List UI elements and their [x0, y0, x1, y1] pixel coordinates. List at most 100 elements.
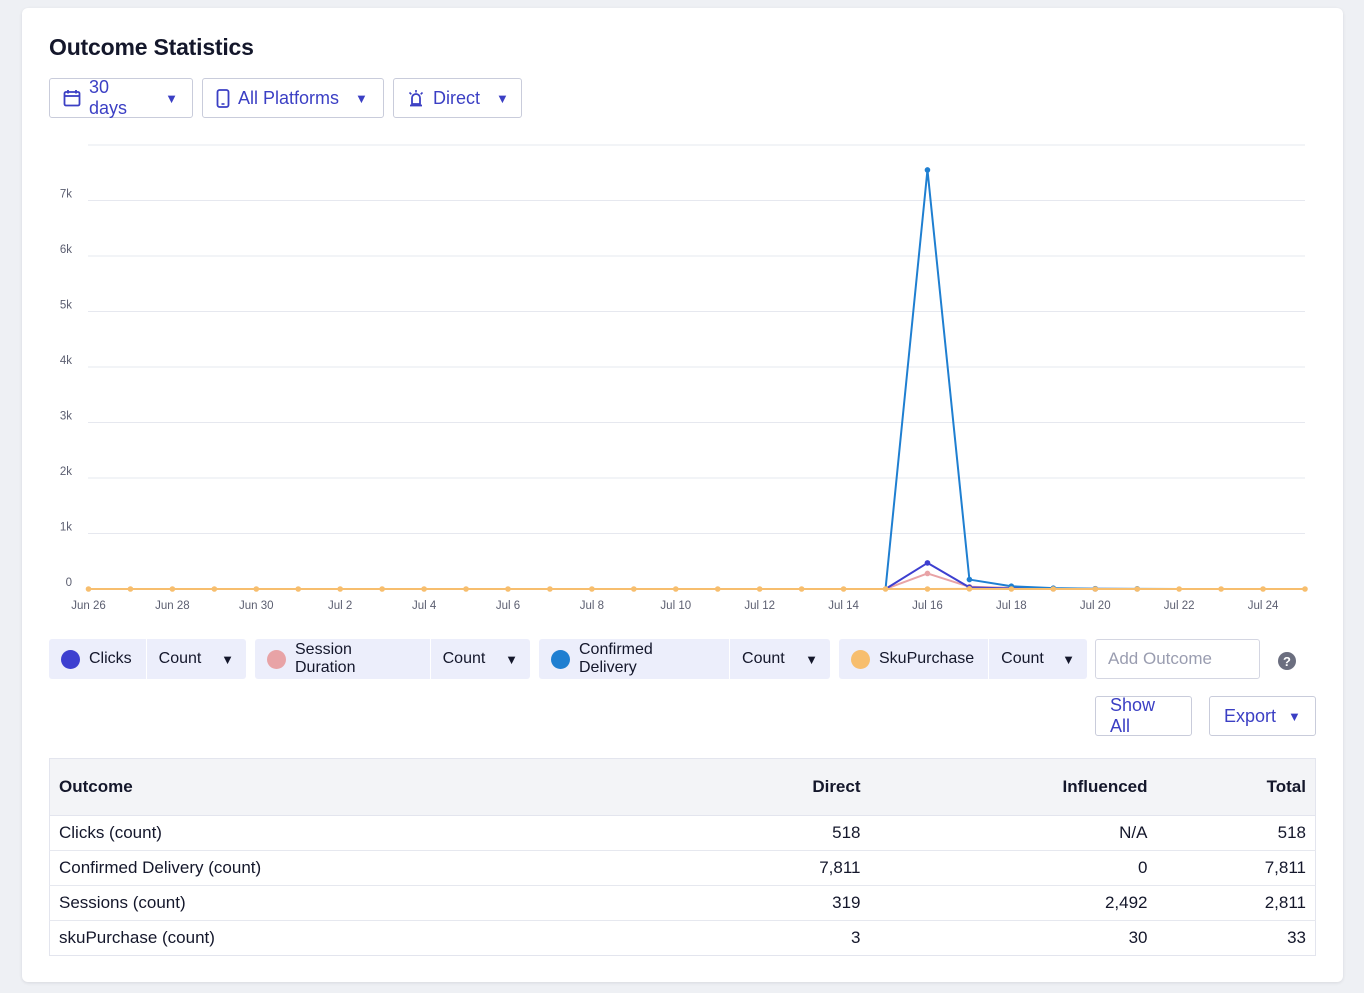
series-line — [88, 572, 1305, 590]
data-point — [966, 576, 973, 583]
cell-outcome: skuPurchase (count) — [59, 928, 215, 947]
x-tick-label: Jul 8 — [580, 600, 604, 612]
cell-direct: 7,811 — [609, 850, 870, 886]
column-header-outcome[interactable]: Outcome — [49, 758, 610, 816]
aggregation-label: Count — [442, 650, 486, 667]
caret-down-icon: ▼ — [496, 90, 509, 106]
data-point — [379, 586, 385, 592]
table-row: skuPurchase (count) 3 30 33 — [50, 921, 1316, 956]
x-tick-label: Jul 16 — [912, 600, 943, 612]
calendar-icon — [63, 90, 81, 107]
x-tick-label: Jul 14 — [828, 600, 859, 612]
aggregation-dropdown[interactable]: Count ▼ — [145, 639, 246, 679]
series-color-dot — [551, 649, 570, 669]
data-point — [1050, 586, 1057, 592]
legend-label: Clicks — [89, 650, 132, 667]
aggregation-dropdown[interactable]: Count ▼ — [429, 639, 530, 679]
cell-total: 33 — [1287, 928, 1306, 947]
x-tick-label: Jul 22 — [1164, 600, 1195, 612]
cell-total: 7,811 — [1156, 850, 1316, 886]
caret-down-icon: ▼ — [1288, 708, 1301, 724]
table-row: Confirmed Delivery (count) 7,811 0 7,811 — [49, 850, 1316, 886]
export-label: Export — [1224, 705, 1277, 726]
outcomes-table: Outcome Direct Influenced Total Clicks (… — [49, 758, 1316, 956]
caret-down-icon: ▼ — [165, 90, 178, 106]
help-icon[interactable]: ? — [1278, 652, 1296, 670]
period-label: 30 days — [89, 77, 128, 118]
add-outcome-input[interactable] — [1095, 639, 1260, 679]
x-tick-label: Jul 2 — [328, 600, 352, 612]
data-point — [1302, 586, 1308, 592]
data-point — [1008, 586, 1015, 592]
alert-beacon-icon — [408, 90, 424, 107]
legend-label: SkuPurchase — [879, 650, 975, 667]
aggregation-dropdown[interactable]: Count ▼ — [729, 639, 830, 679]
y-tick-label: 0 — [66, 577, 72, 589]
cell-outcome: Sessions (count) — [49, 885, 610, 921]
data-point — [85, 586, 92, 592]
platform-dropdown[interactable]: All Platforms ▼ — [202, 78, 384, 118]
aggregation-dropdown[interactable]: Count ▼ — [988, 639, 1087, 679]
data-point — [127, 586, 134, 592]
legend-label: Confirmed Delivery — [579, 641, 653, 676]
legend-item-confirmed-delivery[interactable]: Confirmed Delivery Count ▼ — [539, 639, 830, 679]
export-dropdown-button[interactable]: Export ▼ — [1209, 696, 1316, 736]
platform-label: All Platforms — [238, 87, 340, 108]
data-point — [547, 586, 553, 592]
column-header-influenced[interactable]: Influenced — [869, 758, 1157, 816]
y-tick-label: 4k — [60, 355, 72, 367]
data-point — [463, 586, 469, 592]
column-header-direct[interactable]: Direct — [609, 758, 870, 816]
x-tick-label: Jul 20 — [1080, 600, 1111, 612]
cell-influenced: 2,492 — [869, 885, 1157, 921]
cell-total: 518 — [1156, 815, 1316, 851]
data-point — [672, 586, 679, 592]
aggregation-label: Count — [742, 650, 785, 667]
series-line — [88, 168, 1305, 590]
cell-outcome: Clicks (count) — [49, 815, 610, 851]
cell-total: 2,811 — [1156, 885, 1316, 921]
legend-label: Session Duration — [295, 641, 356, 676]
cell-influenced: 0 — [869, 850, 1157, 886]
show-all-label: Show All — [1110, 695, 1156, 736]
caret-down-icon: ▼ — [505, 651, 518, 667]
cell-influenced: 30 — [1128, 928, 1148, 947]
caret-down-icon: ▼ — [355, 90, 368, 106]
table-header-row: Outcome Direct Influenced Total — [49, 758, 1316, 816]
table-row: Sessions (count) 319 2,492 2,811 — [49, 885, 1316, 921]
x-tick-label: Jul 10 — [660, 600, 691, 612]
attribution-dropdown[interactable]: Direct ▼ — [393, 78, 522, 118]
y-tick-label: 1k — [60, 522, 72, 534]
show-all-button[interactable]: Show All — [1095, 695, 1192, 736]
series-color-dot — [267, 649, 286, 669]
data-point — [924, 167, 931, 173]
data-point — [589, 586, 595, 592]
data-point — [756, 586, 763, 592]
cell-direct: 3 — [851, 928, 861, 947]
attribution-label: Direct — [433, 87, 481, 108]
cell-influenced: N/A — [869, 815, 1157, 851]
legend-item-session-duration[interactable]: Session Duration Count ▼ — [255, 639, 530, 679]
data-point — [882, 586, 889, 592]
data-point — [337, 586, 343, 592]
column-header-total[interactable]: Total — [1156, 758, 1316, 816]
series-line — [88, 561, 1305, 590]
cell-direct: 518 — [609, 815, 870, 851]
y-tick-label: 7k — [60, 189, 72, 201]
y-tick-label: 5k — [60, 300, 72, 312]
period-dropdown[interactable]: 30 days ▼ — [49, 77, 193, 118]
caret-down-icon: ▼ — [1062, 651, 1075, 667]
data-point — [924, 586, 931, 592]
series-color-dot — [851, 649, 870, 669]
data-point — [798, 586, 805, 592]
data-point — [169, 586, 176, 592]
data-point — [253, 586, 260, 592]
y-tick-label: 2k — [60, 466, 72, 478]
y-tick-label: 3k — [60, 411, 72, 423]
legend-item-skupurchase[interactable]: SkuPurchase Count ▼ — [839, 639, 1087, 679]
mobile-device-icon — [216, 88, 230, 108]
x-tick-label: Jul 18 — [996, 600, 1027, 612]
legend-item-clicks[interactable]: Clicks Count ▼ — [49, 639, 246, 679]
x-tick-label: Jul 24 — [1248, 600, 1279, 612]
table-row: Clicks (count) 518 N/A 518 — [49, 815, 1316, 851]
